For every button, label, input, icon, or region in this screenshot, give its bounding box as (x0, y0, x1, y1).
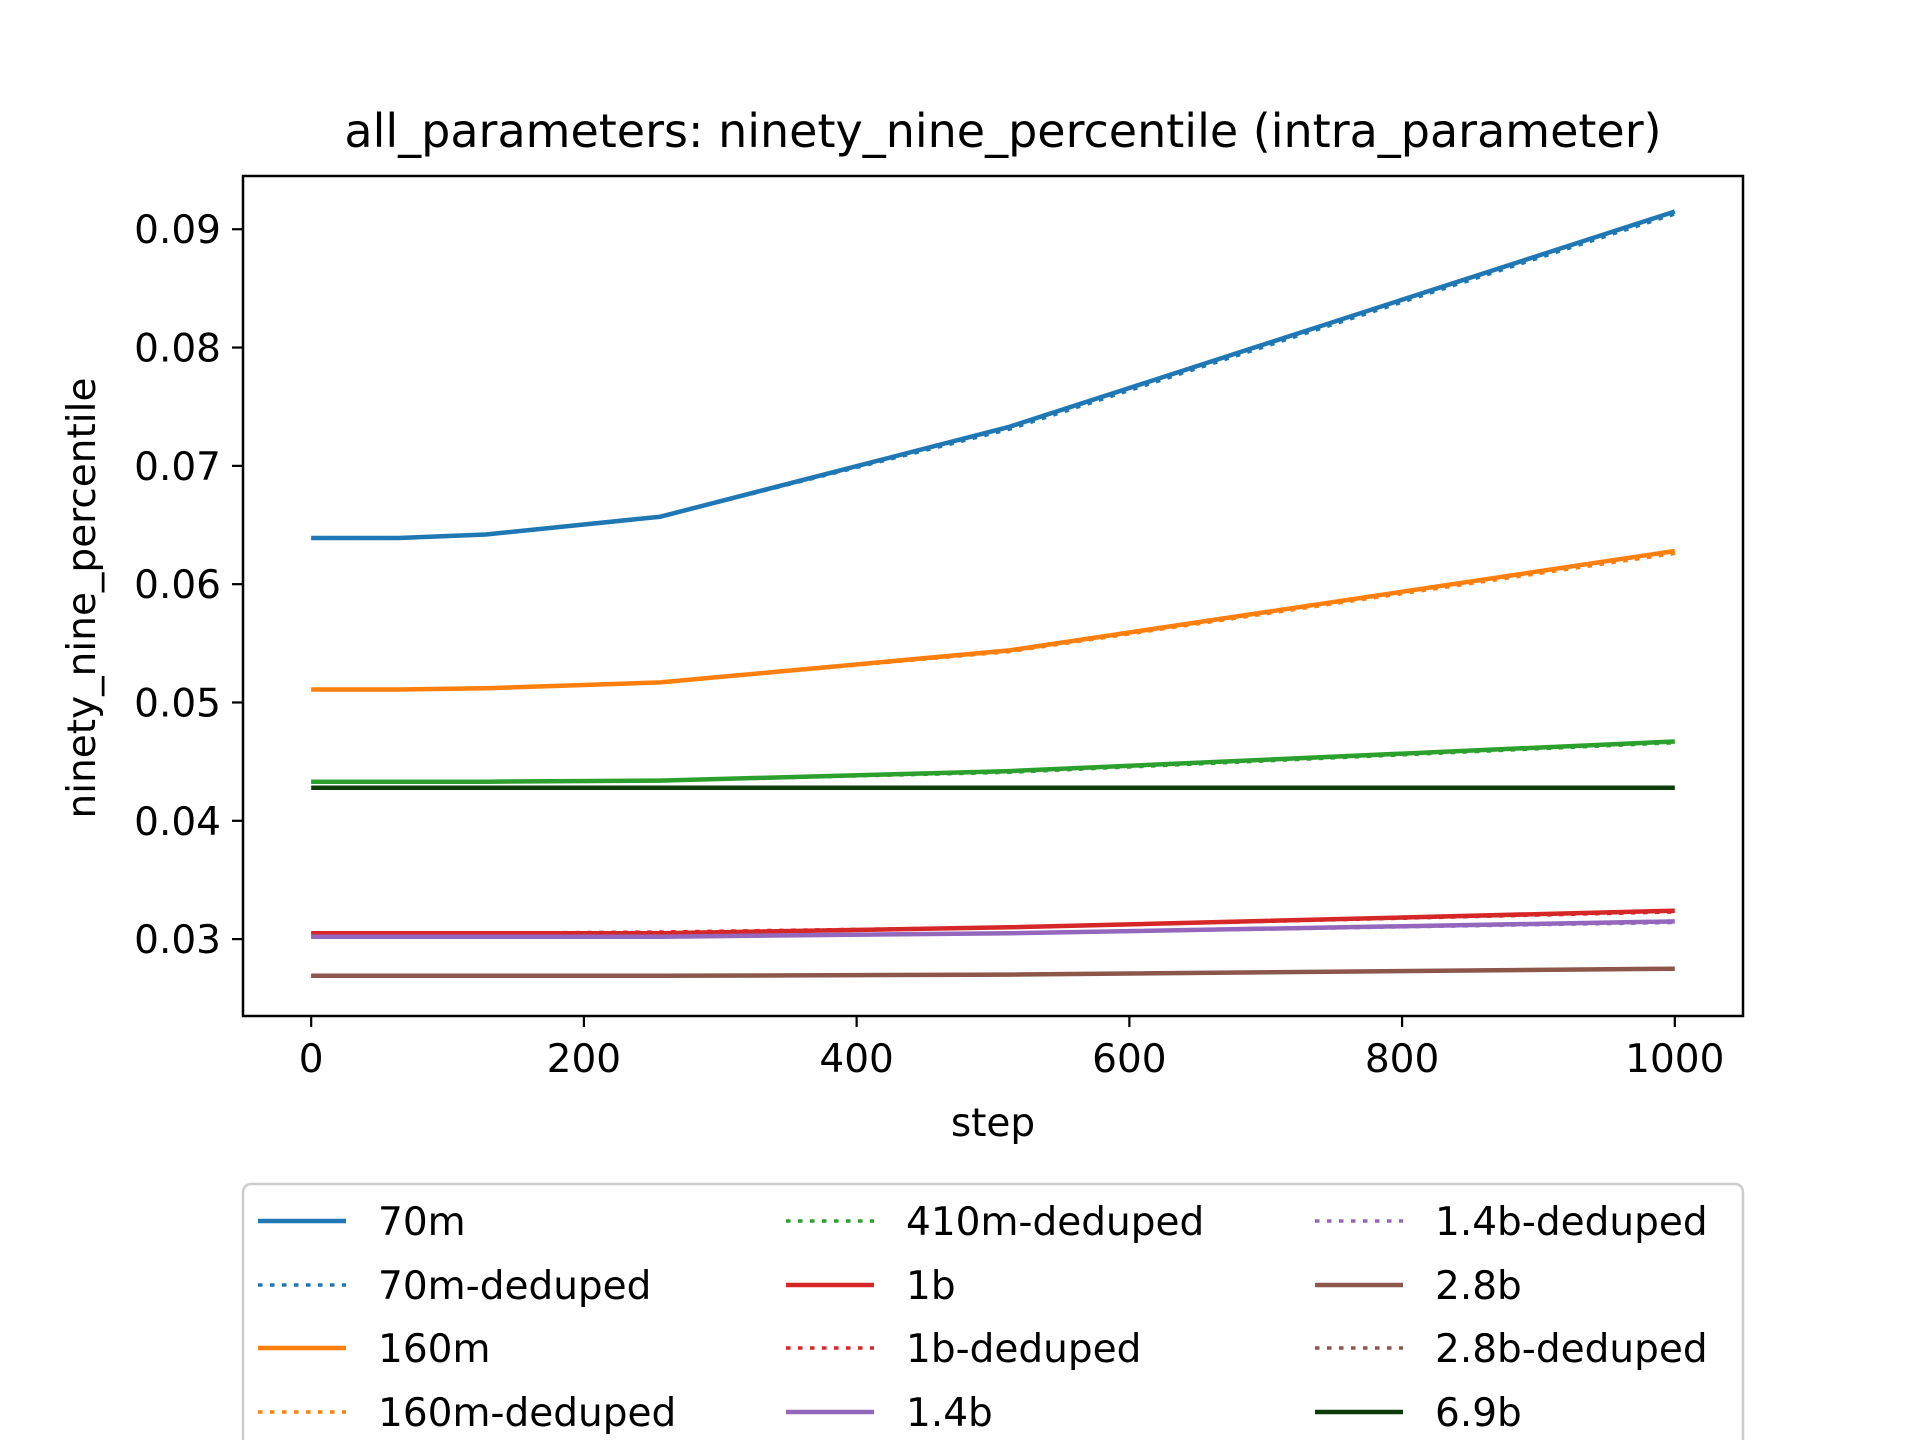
legend-label: 1.4b (906, 1391, 993, 1436)
series-line-1b-deduped (311, 910, 1675, 935)
legend-label: 2.8b-deduped (1435, 1327, 1708, 1372)
x-tick-label: 1000 (1625, 1037, 1724, 1082)
legend-label: 6.9b (1435, 1391, 1522, 1436)
y-tick-label: 0.04 (134, 800, 221, 845)
x-tick-label: 0 (299, 1037, 324, 1082)
y-tick-label: 0.05 (134, 681, 221, 726)
series-line-410m-deduped (311, 740, 1675, 784)
legend-label: 1b (906, 1264, 956, 1309)
plot-frame (241, 174, 1745, 1018)
legend-frame (241, 1182, 1745, 1440)
series-line-2-8b-deduped (311, 966, 1675, 978)
x-tick-label: 800 (1365, 1037, 1439, 1082)
series-line-1b (311, 908, 1675, 936)
x-tick-label: 200 (547, 1037, 621, 1082)
chart-title: all_parameters: ninety_nine_percentile (… (344, 104, 1661, 158)
x-tick-label: 600 (1092, 1037, 1166, 1082)
plot-lines (311, 209, 1676, 979)
y-tick-label: 0.06 (134, 563, 221, 608)
y-axis: 0.03 0.04 0.05 0.06 0.07 0.08 0.09 (134, 208, 243, 963)
series-line-70m-deduped (311, 212, 1676, 540)
y-tick-label: 0.03 (134, 918, 221, 963)
legend-label: 160m (378, 1327, 490, 1372)
series-line-160m-deduped (311, 551, 1676, 692)
legend: 70m 70m-deduped 160m 160m-deduped 410m-dedup… (241, 1182, 1745, 1440)
x-tick-label: 400 (819, 1037, 893, 1082)
y-tick-label: 0.08 (134, 327, 221, 372)
series-line-160m (311, 548, 1676, 692)
y-tick-label: 0.07 (134, 445, 221, 490)
legend-label: 2.8b (1435, 1264, 1522, 1309)
y-tick-label: 0.09 (134, 208, 221, 253)
legend-label: 1.4b-deduped (1435, 1200, 1708, 1245)
x-axis: 0 200 400 600 800 1000 (299, 1016, 1724, 1082)
y-axis-label: ninety_nine_percentile (60, 378, 105, 819)
series-line-70m (311, 209, 1676, 541)
series-line-extra (311, 739, 1675, 784)
legend-label: 160m-deduped (378, 1391, 676, 1436)
legend-label: 1b-deduped (906, 1327, 1141, 1372)
legend-label: 70m-deduped (378, 1264, 651, 1309)
x-axis-label: step (951, 1101, 1035, 1146)
legend-label: 410m-deduped (906, 1200, 1204, 1245)
series-line-1-4b-deduped (311, 920, 1675, 939)
legend-label: 70m (378, 1200, 466, 1245)
